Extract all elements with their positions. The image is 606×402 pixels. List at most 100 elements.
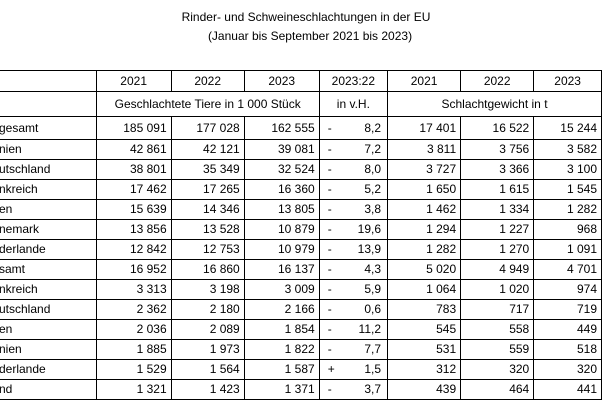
animals-cell: 16 860	[170, 259, 245, 280]
table-row: nkreich 3 313 3 198 3 009- 5,9 1 064 1 020 974	[0, 279, 602, 300]
animals-cell: 12 753	[170, 239, 245, 260]
weight-cell: 3 727	[387, 159, 462, 180]
animals-cell: 42 861	[95, 139, 172, 160]
weight-cell: 320	[533, 359, 602, 380]
change-value: 19,6	[357, 222, 382, 236]
row-label-cell: gesamt	[0, 116, 97, 140]
table-row: gesamt 185 091 177 028 162 555- 8,2 17 401 16 …	[0, 116, 602, 140]
weight-cell: 518	[533, 339, 602, 360]
weight-cell: 4 949	[460, 259, 535, 280]
animals-cell: 185 091	[95, 116, 172, 140]
weight-cell: 1 270	[460, 239, 535, 260]
animals-cell: 16 952	[95, 259, 172, 280]
table-title: Rinder- und Schweineschlachtungen in der…	[181, 10, 431, 24]
units-change-cell: in v.H.	[318, 91, 389, 117]
change-cell: - 8,2	[318, 116, 389, 140]
change-value: 13,9	[357, 242, 382, 256]
animals-cell: 17 265	[170, 179, 245, 200]
change-value: 1,5	[364, 362, 382, 376]
table-row: nien 1 885 1 973 1 822- 7,7 531 559 518	[0, 339, 602, 360]
weight-cell: 16 522	[460, 116, 535, 140]
change-cell: - 4,3	[318, 259, 389, 280]
change-sign: -	[327, 302, 332, 316]
weight-cell: 1 020	[460, 279, 535, 300]
change-cell: - 7,7	[318, 339, 389, 360]
table-row: derlande 1 529 1 564 1 587 +1,5 312 320 320	[0, 359, 602, 380]
table-row: utschland 38 801 35 349 32 524- 8,0 3 727 3 36…	[0, 159, 602, 180]
change-cell: - 0,6	[318, 299, 389, 320]
weight-cell: 439	[387, 379, 462, 400]
row-label-cell: nkreich	[0, 179, 97, 200]
change-sign: -	[327, 121, 332, 135]
weight-cell: 783	[387, 299, 462, 320]
animals-cell: 1 885	[95, 339, 172, 360]
weight-cell: 3 756	[460, 139, 535, 160]
weight-cell: 5 020	[387, 259, 462, 280]
change-value: 8,0	[364, 162, 382, 176]
animals-cell: 16 137	[243, 259, 320, 280]
animals-cell: 162 555	[243, 116, 320, 140]
row-label-cell: en	[0, 199, 97, 220]
change-cell: - 11,2	[318, 319, 389, 340]
row-label-cell: nemark	[0, 219, 97, 240]
row-label-cell: utschland	[0, 159, 97, 180]
change-sign: -	[327, 282, 332, 296]
weight-cell: 4 701	[533, 259, 602, 280]
weight-cell: 15 244	[533, 116, 602, 140]
change-cell: +1,5	[318, 359, 389, 380]
table-row: derlande 12 842 12 753 10 979- 13,9 1 282 1 27…	[0, 239, 602, 260]
table-row: utschland 2 362 2 180 2 166- 0,6 783 717 719	[0, 299, 602, 320]
row-label-cell: utschland	[0, 299, 97, 320]
change-cell: - 3,7	[318, 379, 389, 400]
change-sign: -	[327, 342, 332, 356]
row-label-cell: nkreich	[0, 279, 97, 300]
change-sign: -	[327, 142, 332, 156]
weight-cell: 1 227	[460, 219, 535, 240]
weight-cell: 1 282	[533, 199, 602, 220]
row-label-cell: derlande	[0, 359, 97, 380]
weight-cell: 449	[533, 319, 602, 340]
animals-cell: 2 362	[95, 299, 172, 320]
animals-cell: 1 587	[243, 359, 320, 380]
change-sign: -	[327, 322, 332, 336]
animals-cell: 2 180	[170, 299, 245, 320]
table-row: nkreich 17 462 17 265 16 360- 5,2 1 650 1 615 1…	[0, 179, 602, 200]
animals-cell: 38 801	[95, 159, 172, 180]
weight-cell: 717	[460, 299, 535, 320]
year-header-cell: 2021	[95, 70, 172, 92]
change-sign: -	[327, 162, 332, 176]
animals-cell: 2 166	[243, 299, 320, 320]
change-value: 4,3	[364, 262, 382, 276]
weight-cell: 559	[460, 339, 535, 360]
change-value: 7,7	[364, 342, 382, 356]
units-animals-cell: Geschlachtete Tiere in 1 000 Stück	[95, 91, 320, 117]
animals-cell: 10 879	[243, 219, 320, 240]
weight-cell: 3 100	[533, 159, 602, 180]
weight-cell: 1 650	[387, 179, 462, 200]
weight-cell: 17 401	[387, 116, 462, 140]
weight-cell: 1 334	[460, 199, 535, 220]
change-value: 5,9	[364, 282, 382, 296]
animals-cell: 13 805	[243, 199, 320, 220]
animals-cell: 10 979	[243, 239, 320, 260]
weight-cell: 1 294	[387, 219, 462, 240]
weight-cell: 968	[533, 219, 602, 240]
change-value: 0,6	[364, 302, 382, 316]
animals-cell: 13 528	[170, 219, 245, 240]
weight-cell: 1 615	[460, 179, 535, 200]
animals-cell: 1 973	[170, 339, 245, 360]
change-value: 8,2	[364, 121, 382, 135]
weight-cell: 1 091	[533, 239, 602, 260]
animals-cell: 17 462	[95, 179, 172, 200]
change-sign: -	[327, 242, 332, 256]
animals-cell: 42 121	[170, 139, 245, 160]
change-sign: -	[327, 262, 332, 276]
weight-cell: 531	[387, 339, 462, 360]
animals-cell: 1 423	[170, 379, 245, 400]
row-label-cell: nien	[0, 139, 97, 160]
weight-cell: 558	[460, 319, 535, 340]
change-value: 11,2	[358, 322, 382, 336]
animals-cell: 39 081	[243, 139, 320, 160]
animals-cell: 3 009	[243, 279, 320, 300]
row-label-cell: nd	[0, 379, 97, 400]
